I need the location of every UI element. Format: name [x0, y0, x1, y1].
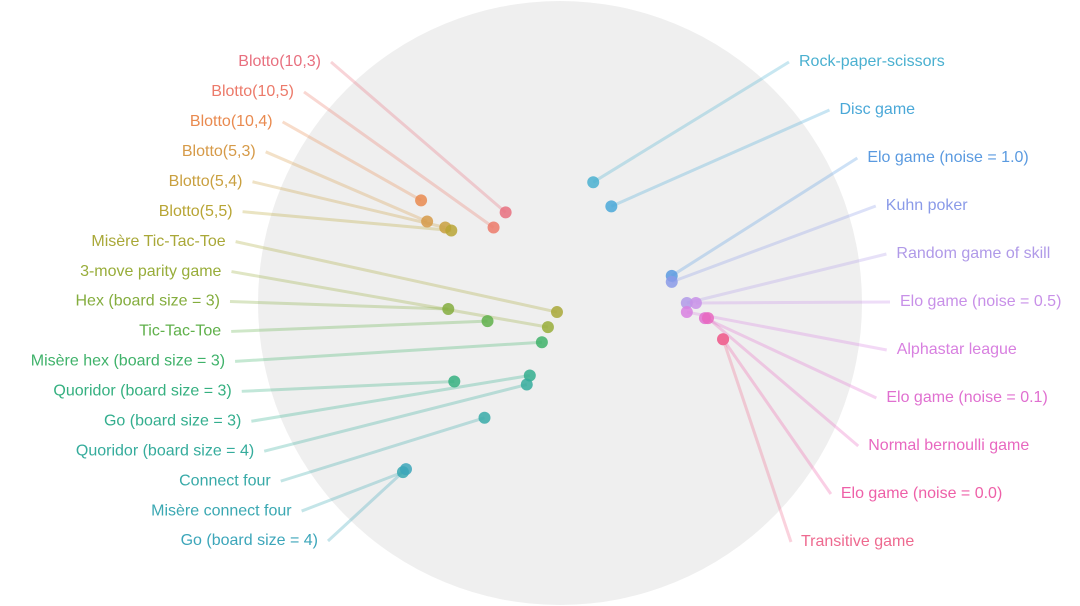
point-label: Misère hex (board size = 3): [31, 353, 225, 370]
leader-line: [704, 316, 878, 400]
point-label: Blotto(5,5): [159, 203, 233, 220]
point: [680, 306, 693, 319]
leader-line: [229, 300, 449, 311]
point: [520, 378, 533, 391]
point: [680, 297, 693, 309]
point-label: Normal bernoulli game: [868, 437, 1029, 454]
point-label: Blotto(10,4): [190, 113, 273, 130]
leader-line: [280, 416, 485, 483]
point: [717, 333, 730, 346]
leader-line: [301, 470, 404, 513]
point: [399, 463, 412, 476]
leader-line: [235, 240, 558, 314]
point-label: Misère Tic-Tac-Toe: [91, 233, 225, 250]
leader-line: [231, 319, 488, 333]
leader-line: [263, 383, 528, 453]
leader-line: [265, 150, 428, 223]
point-label: 3-move parity game: [80, 263, 221, 280]
point-label: Transitive game: [801, 533, 914, 550]
leader-line: [695, 300, 891, 305]
point: [415, 194, 428, 207]
leader-line: [234, 340, 542, 363]
point-label: Blotto(10,5): [211, 83, 294, 100]
point-label: Tic-Tac-Toe: [139, 323, 221, 340]
point: [605, 200, 618, 213]
point: [442, 303, 455, 316]
leader-line: [241, 380, 455, 393]
leader-line: [670, 156, 859, 278]
point: [478, 411, 491, 424]
leader-line: [330, 60, 507, 214]
point: [665, 275, 678, 288]
point-label: Elo game (noise = 1.0): [867, 149, 1028, 166]
point-label: Blotto(5,3): [182, 143, 256, 160]
point: [701, 312, 714, 325]
embedding-disk: [258, 1, 862, 605]
point-label: Elo game (noise = 0.0): [841, 485, 1002, 502]
leader-line: [303, 90, 495, 229]
leader-line: [721, 338, 793, 543]
leader-line: [252, 180, 446, 229]
point-label: Kuhn poker: [886, 197, 969, 214]
point-label: Elo game (noise = 0.5): [900, 293, 1061, 310]
leader-line: [610, 108, 831, 208]
point-label: Misère connect four: [151, 502, 292, 519]
point-label: Alphastar league: [897, 341, 1017, 358]
leader-line: [671, 204, 877, 284]
leader-line: [242, 210, 452, 233]
point: [448, 375, 461, 388]
leader-lines: [229, 60, 891, 543]
point: [487, 221, 500, 234]
point-label: Go (board size = 3): [104, 412, 241, 429]
leader-line: [686, 310, 887, 352]
leader-line: [721, 338, 833, 495]
point-label: Elo game (noise = 0.1): [886, 389, 1047, 406]
point: [541, 321, 554, 334]
points: [396, 176, 730, 479]
point-label: Disc game: [839, 101, 915, 118]
point: [689, 297, 702, 309]
point: [550, 306, 563, 319]
leader-line: [707, 316, 860, 448]
point-label: Quoridor (board size = 4): [76, 442, 254, 459]
point-label: Random game of skill: [896, 245, 1050, 262]
point-label: Blotto(5,4): [169, 173, 243, 190]
point-label: Quoridor (board size = 3): [53, 383, 231, 400]
point-label: Connect four: [179, 472, 271, 489]
leader-line: [326, 467, 407, 543]
point-label: Hex (board size = 3): [75, 293, 220, 310]
point: [445, 224, 458, 237]
point-label: Go (board size = 4): [181, 532, 318, 549]
leader-line: [592, 60, 790, 184]
point-label: Rock-paper-scissors: [799, 53, 945, 70]
point-label: Blotto(10,3): [238, 53, 321, 70]
leader-line: [231, 270, 549, 329]
leader-line: [281, 120, 422, 202]
point: [535, 336, 548, 349]
leader-line: [686, 252, 887, 305]
point: [421, 215, 434, 228]
leader-line: [251, 373, 531, 423]
point: [587, 176, 600, 189]
point: [499, 206, 512, 219]
point: [481, 315, 494, 328]
point: [523, 369, 536, 382]
